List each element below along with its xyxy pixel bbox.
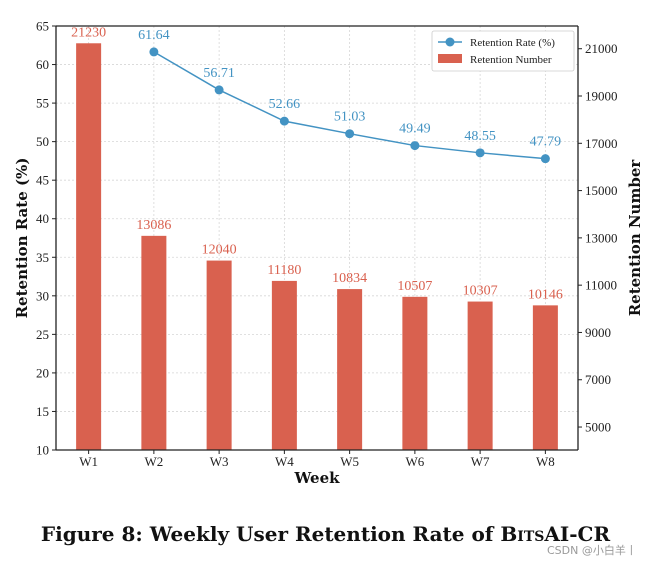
line-point-w2 xyxy=(149,47,159,57)
legend-label-rate: Retention Rate (%) xyxy=(470,37,555,49)
y-tick-label: 60 xyxy=(36,57,49,72)
y-axis-title: Retention Rate (%) xyxy=(13,158,31,319)
y-tick-label: 10 xyxy=(36,443,49,458)
legend-line-marker xyxy=(445,37,455,47)
y-tick-label: 40 xyxy=(36,211,49,226)
line-point-w8 xyxy=(540,154,550,164)
legend-label-number: Retention Number xyxy=(470,54,552,66)
x-tick-label: W3 xyxy=(210,454,229,469)
y-tick-label: 20 xyxy=(36,365,49,380)
line-label: 52.66 xyxy=(269,97,301,112)
bar-w3 xyxy=(206,260,232,450)
x-tick-label: W1 xyxy=(79,454,98,469)
y-tick-label: 15 xyxy=(36,404,49,419)
bar-label: 13086 xyxy=(136,218,171,233)
x-tick-label: W8 xyxy=(536,454,555,469)
bar-w7 xyxy=(467,301,493,450)
line-point-w7 xyxy=(475,148,485,158)
bar-w8 xyxy=(532,305,558,450)
line-label: 49.49 xyxy=(399,122,431,137)
y2-tick-label: 19000 xyxy=(585,89,618,104)
y-tick-label: 50 xyxy=(36,134,49,149)
line-label: 48.55 xyxy=(464,129,496,144)
legend-bar-swatch xyxy=(438,54,462,63)
x-tick-label: W5 xyxy=(340,454,359,469)
bar-w6 xyxy=(402,296,428,450)
y2-tick-label: 11000 xyxy=(585,278,617,293)
bar-w2 xyxy=(141,235,167,450)
y2-tick-label: 7000 xyxy=(585,372,611,387)
bar-label: 10834 xyxy=(332,271,367,286)
bar-w1 xyxy=(76,43,102,451)
legend-box xyxy=(431,30,575,72)
x-tick-label: W2 xyxy=(144,454,163,469)
y-tick-label: 30 xyxy=(36,288,49,303)
bar-label: 10146 xyxy=(528,287,563,302)
y-tick-label: 65 xyxy=(36,19,49,34)
line-label: 51.03 xyxy=(334,110,366,125)
bar-label: 10507 xyxy=(397,279,432,294)
line-point-w6 xyxy=(410,141,420,151)
bar-w4 xyxy=(271,280,297,450)
figure-caption: Figure 8: Weekly User Retention Rate of … xyxy=(40,522,611,546)
chart: 21230 13086 12040 11180 10834 10507 10307 10146… xyxy=(13,19,644,488)
y-tick-label: 25 xyxy=(36,327,49,342)
line-point-w5 xyxy=(345,129,355,139)
y2-tick-label: 21000 xyxy=(585,41,618,56)
line-point-w3 xyxy=(214,85,224,95)
y2-tick-label: 17000 xyxy=(585,136,618,151)
bar-label: 10307 xyxy=(463,284,498,299)
bar-label: 12040 xyxy=(202,243,237,258)
y-tick-label: 55 xyxy=(36,96,49,111)
y2-tick-label: 13000 xyxy=(585,230,618,245)
bar-w5 xyxy=(337,289,363,450)
y-tick-label: 35 xyxy=(36,250,49,265)
y-tick-label: 45 xyxy=(36,173,49,188)
y2-axis-title: Retention Number xyxy=(626,159,644,317)
watermark: CSDN @小白羊丨 xyxy=(547,544,637,557)
y2-tick-label: 9000 xyxy=(585,325,611,340)
x-tick-label: W6 xyxy=(405,454,424,469)
x-axis-title: Week xyxy=(293,469,340,487)
line-label: 56.71 xyxy=(203,66,235,81)
x-tick-label: W7 xyxy=(471,454,490,469)
line-label: 61.64 xyxy=(138,28,170,43)
line-label: 47.79 xyxy=(530,135,562,150)
bar-label: 21230 xyxy=(71,25,106,40)
y2-tick-label: 5000 xyxy=(585,420,611,435)
bar-label: 11180 xyxy=(267,263,301,278)
line-point-w4 xyxy=(279,116,289,126)
x-tick-label: W4 xyxy=(275,454,294,469)
y2-tick-label: 15000 xyxy=(585,183,618,198)
